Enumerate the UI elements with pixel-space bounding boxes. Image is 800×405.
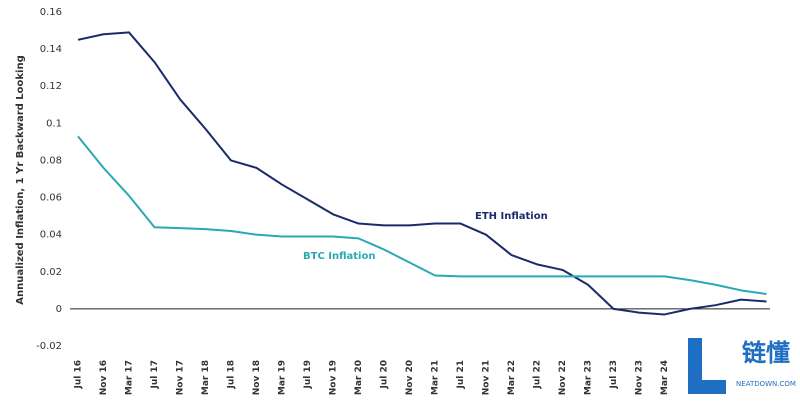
x-tick-label: Jul 19: [303, 360, 313, 390]
y-tick-label: 0.12: [40, 81, 62, 92]
series-annotation: BTC Inflation: [303, 251, 375, 262]
x-tick-label: Nov 22: [558, 360, 568, 395]
x-tick-label: Mar 17: [125, 360, 135, 395]
series-annotation: ETH Inflation: [475, 211, 548, 222]
watermark-title: 链懂: [742, 339, 790, 367]
x-tick-label: Jul 18: [227, 360, 237, 390]
x-tick-label: Jul 20: [380, 360, 390, 390]
x-tick-label: Nov 18: [252, 360, 262, 395]
x-tick-label: Nov 21: [482, 360, 492, 395]
x-tick-label: Mar 21: [431, 360, 441, 395]
series-line: [77, 135, 767, 296]
x-tick-label: Jul 23: [609, 360, 619, 390]
x-tick-label: Jul 21: [456, 360, 466, 390]
y-tick-label: 0: [56, 304, 62, 315]
y-tick-label: 0.1: [46, 118, 62, 129]
y-tick-label: 0.06: [40, 193, 62, 204]
watermark-subtitle: NEATDOWN.COM: [736, 380, 796, 388]
series-line: [77, 31, 767, 316]
x-tick-label: Jul 17: [150, 360, 160, 390]
y-tick-label: 0.14: [40, 44, 62, 55]
x-tick-label: Mar 20: [354, 360, 364, 395]
x-tick-label: Mar 19: [278, 360, 288, 395]
x-tick-label: Mar 18: [201, 360, 211, 395]
x-tick-label: Nov 16: [99, 360, 109, 395]
x-tick-label: Jul 16: [74, 360, 84, 390]
x-tick-label: Nov 17: [176, 360, 186, 395]
y-axis-label: Annualized Inflation, 1 Yr Backward Look…: [15, 55, 26, 305]
x-tick-label: Mar 22: [507, 360, 517, 395]
x-tick-label: Nov 23: [635, 360, 645, 395]
watermark: 链懂 NEATDOWN.COM: [688, 338, 796, 394]
x-tick-label: Mar 23: [584, 360, 594, 395]
x-tick-label: Nov 20: [405, 360, 415, 395]
watermark-logo: [688, 338, 726, 394]
y-tick-label: 0.04: [40, 230, 62, 241]
y-tick-label: 0.08: [40, 155, 62, 166]
y-tick-label: 0.16: [40, 7, 62, 18]
x-tick-label: Jul 22: [533, 360, 543, 390]
x-tick-label: Nov 19: [329, 360, 339, 395]
x-tick-label: Mar 24: [660, 360, 670, 395]
y-tick-label: -0.02: [36, 341, 62, 352]
y-tick-label: 0.02: [40, 267, 62, 278]
